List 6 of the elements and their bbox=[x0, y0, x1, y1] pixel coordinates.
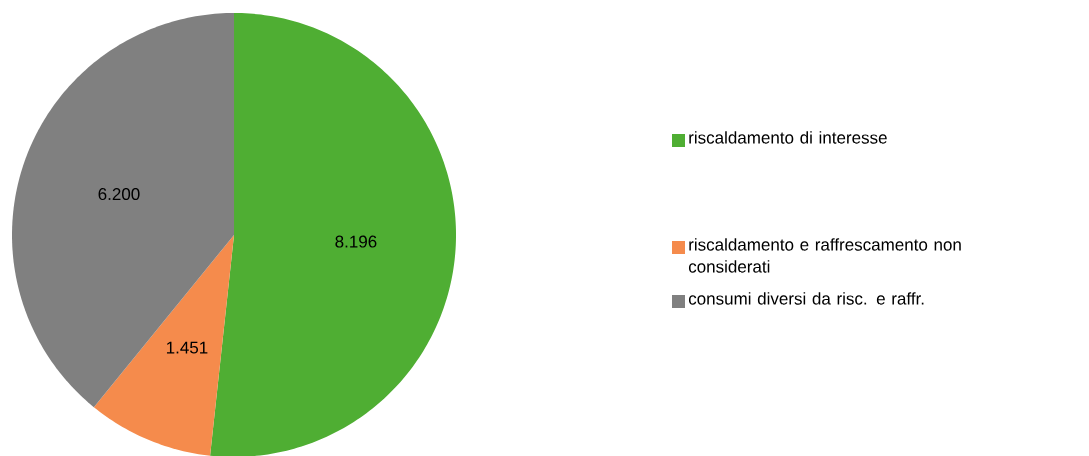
data-label: 6.200 bbox=[98, 188, 140, 201]
data-label: 8.196 bbox=[335, 235, 377, 248]
legend-label: riscaldamento di interesse bbox=[689, 131, 887, 144]
legend-label: consumi diversi da risc. e raffr. bbox=[688, 292, 924, 305]
legend-label: riscaldamento e raffrescamento non considerati bbox=[688, 238, 961, 273]
data-label: 1.451 bbox=[166, 341, 208, 354]
